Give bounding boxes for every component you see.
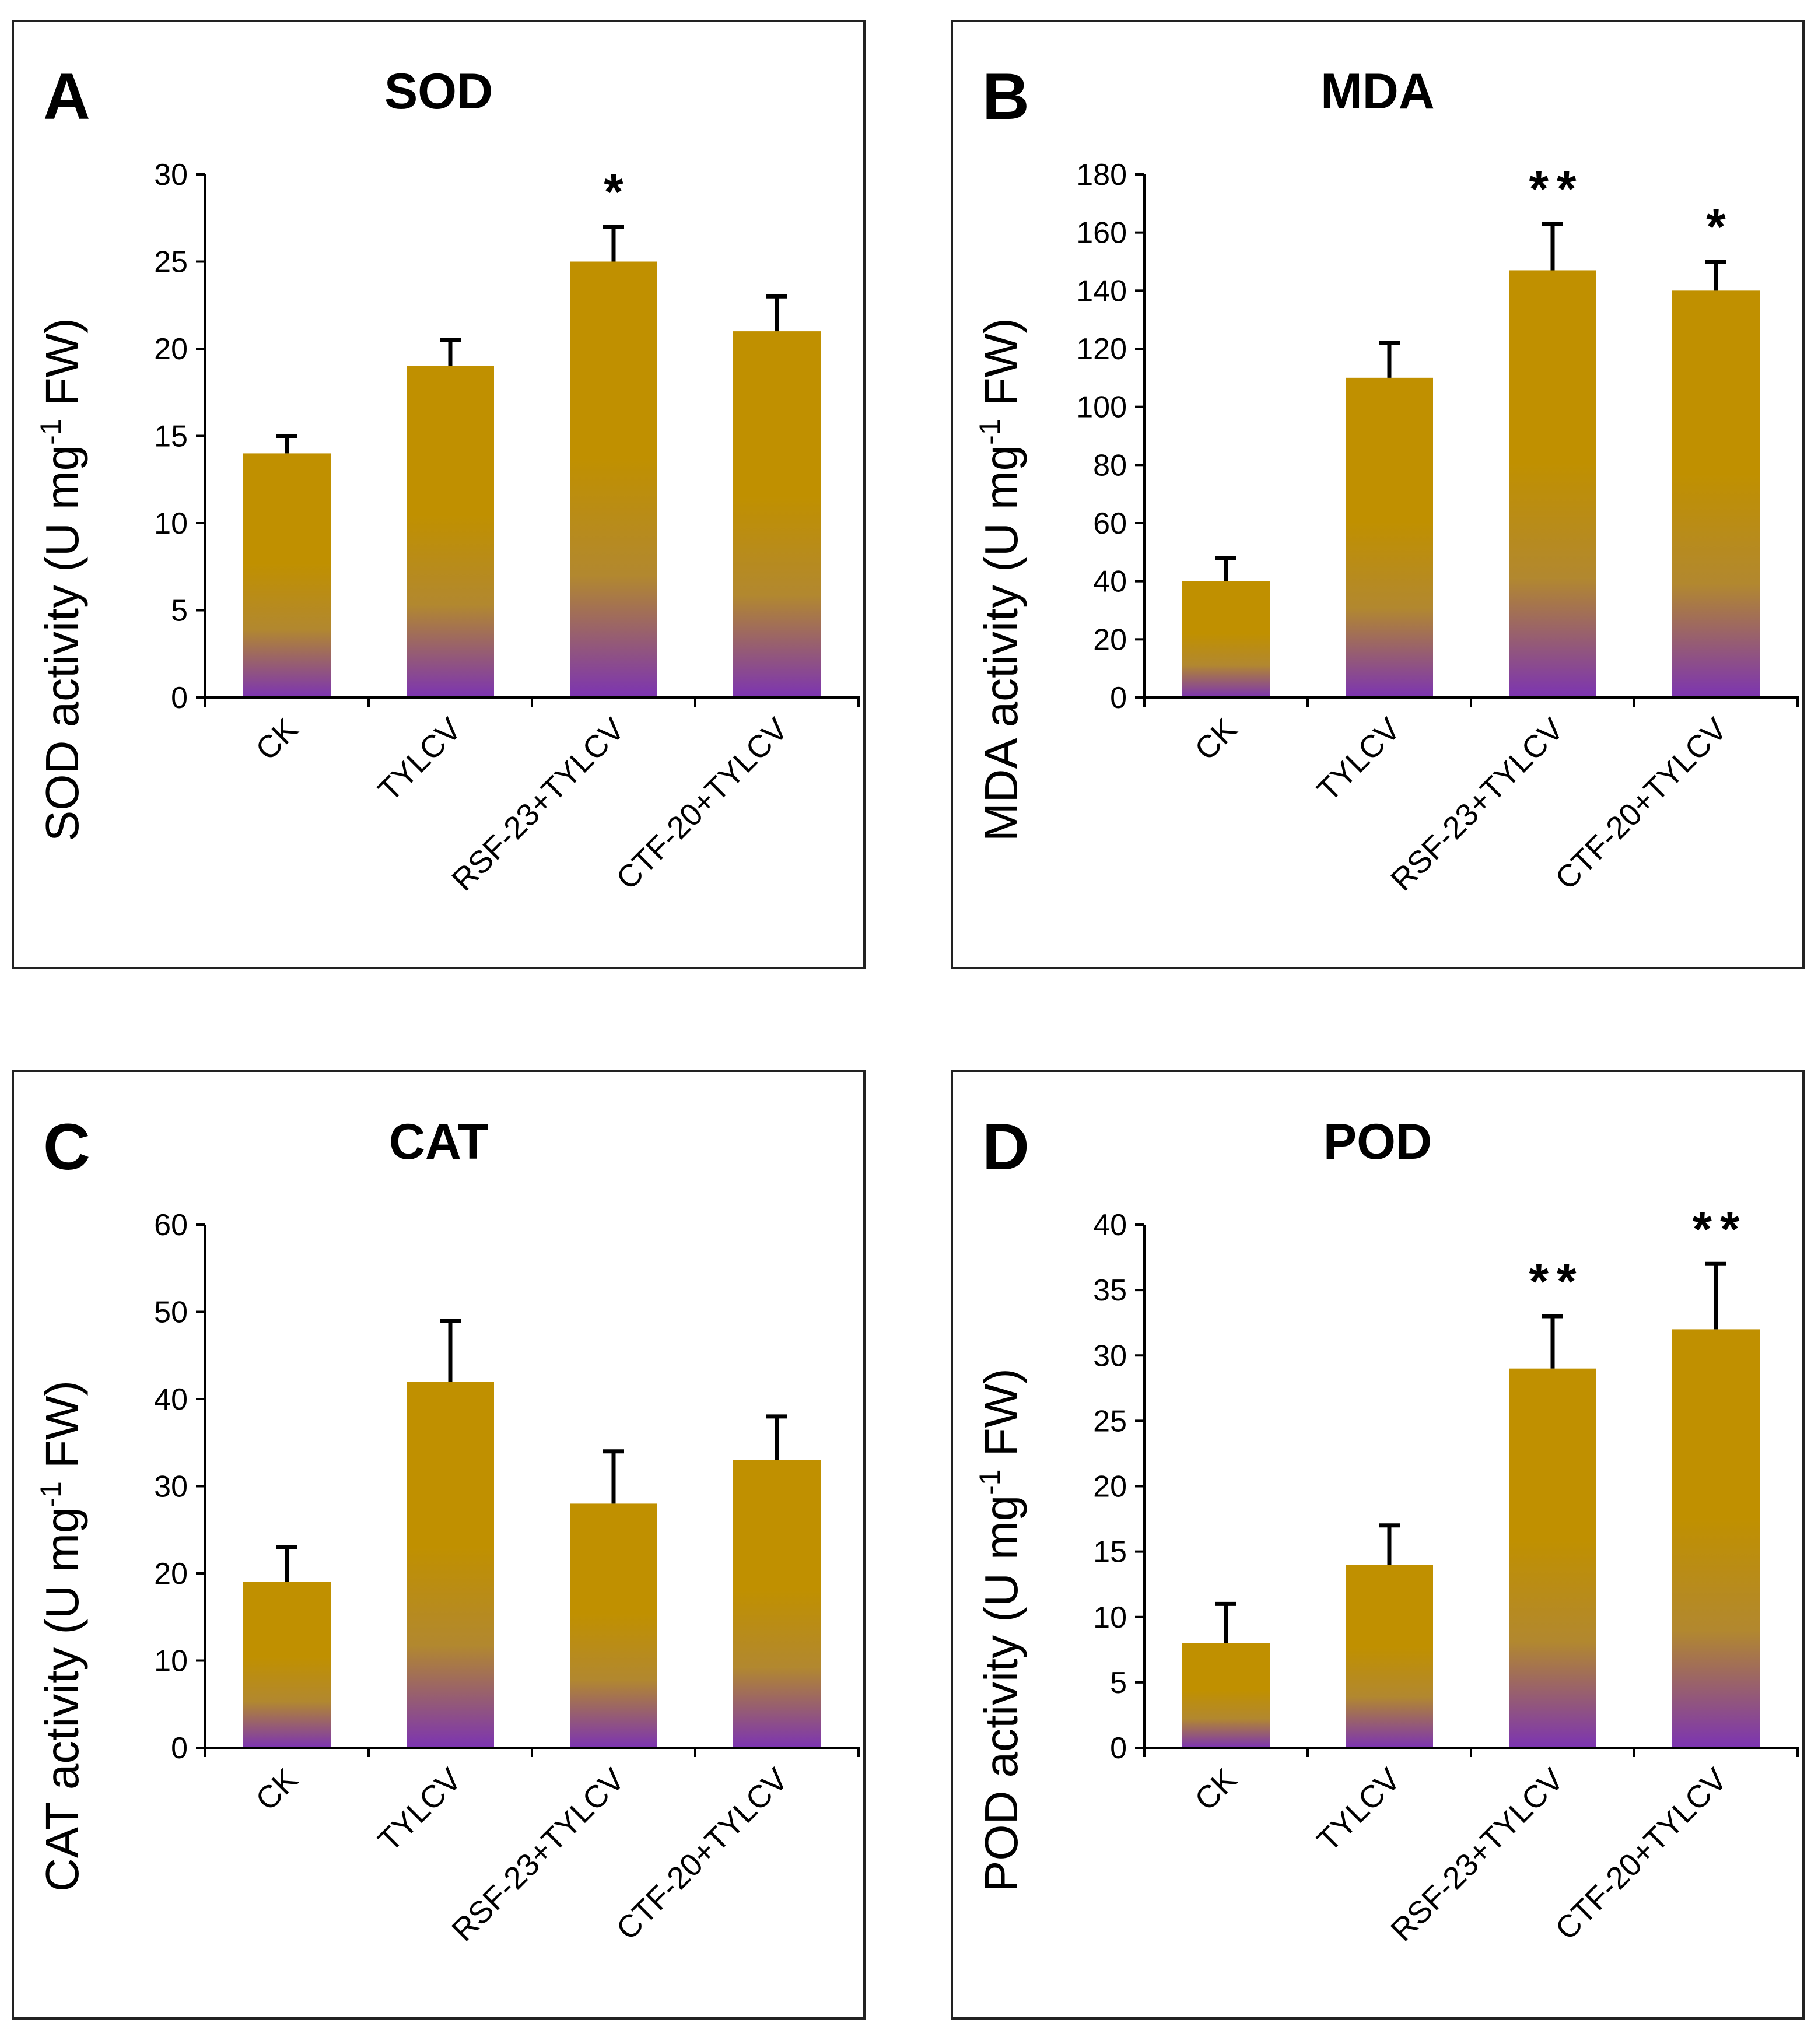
bar-tylcv [1346, 377, 1433, 697]
error-bar [440, 1318, 461, 1382]
y-tick-label: 0 [1110, 1731, 1127, 1765]
y-tick-label: 100 [1076, 391, 1127, 425]
y-tick-label: 20 [154, 1557, 188, 1591]
y-tick-label: 140 [1076, 274, 1127, 308]
error-bar [276, 434, 297, 454]
bar-tylcv [407, 366, 494, 697]
bar-ck [243, 1582, 331, 1748]
y-axis-label: CAT activity (U mg-1 FW) [34, 1380, 88, 1892]
bar-ctf-20-tylcv [1672, 290, 1760, 697]
panel-letter: C [43, 1110, 90, 1183]
y-tick-label: 120 [1076, 332, 1127, 366]
error-bar [766, 1414, 787, 1460]
chart-title: CAT [389, 1114, 488, 1170]
y-tick-label: 40 [1093, 565, 1127, 599]
y-tick-label: 15 [154, 420, 188, 454]
bar-ctf-20-tylcv [733, 1460, 821, 1748]
error-bar [276, 1545, 297, 1582]
chart-title: POD [1323, 1114, 1432, 1170]
bar-rsf-23-tylcv [570, 261, 657, 697]
y-tick-label: 25 [154, 246, 188, 279]
y-tick-label: 30 [154, 1470, 188, 1504]
error-bar [1542, 1314, 1563, 1369]
y-tick-label: 10 [154, 507, 188, 541]
bar-ck [1182, 1643, 1270, 1748]
y-tick-label: 0 [1110, 681, 1127, 715]
y-tick-label: 30 [154, 158, 188, 192]
y-tick-label: 40 [1093, 1208, 1127, 1242]
panel-border [951, 1070, 1805, 2020]
y-tick-label: 5 [1110, 1666, 1127, 1700]
panel-letter: D [982, 1110, 1029, 1183]
error-bar [1705, 1261, 1726, 1330]
y-tick-label: 10 [1093, 1601, 1127, 1635]
error-bar [1215, 556, 1236, 581]
y-axis-label: POD activity (U mg-1 FW) [973, 1368, 1027, 1892]
y-axis-label: MDA activity (U mg-1 FW) [973, 318, 1027, 842]
error-bar [440, 338, 461, 366]
error-bar [603, 225, 624, 262]
bar-ck [243, 453, 331, 697]
y-tick-label: 20 [1093, 623, 1127, 657]
y-tick-label: 15 [1093, 1535, 1127, 1569]
y-tick-label: 60 [154, 1208, 188, 1242]
y-tick-label: 160 [1076, 216, 1127, 250]
significance-marker: ** [1529, 162, 1585, 218]
significance-marker: ** [1529, 1254, 1585, 1310]
y-tick-label: 20 [1093, 1470, 1127, 1504]
bar-rsf-23-tylcv [1509, 1368, 1596, 1748]
significance-marker: * [604, 164, 631, 220]
significance-marker: ** [1693, 1201, 1748, 1257]
chart-title: SOD [384, 64, 493, 120]
panel-letter: B [982, 60, 1029, 133]
y-tick-label: 60 [1093, 507, 1127, 541]
y-tick-label: 35 [1093, 1274, 1127, 1307]
significance-marker: * [1706, 199, 1733, 255]
chart-title: MDA [1320, 64, 1435, 120]
y-tick-label: 180 [1076, 158, 1127, 192]
y-tick-label: 10 [154, 1645, 188, 1678]
bar-tylcv [1346, 1565, 1433, 1748]
y-axis-label: SOD activity (U mg-1 FW) [34, 318, 88, 842]
error-bar [1542, 222, 1563, 271]
y-tick-label: 20 [154, 332, 188, 366]
y-tick-label: 25 [1093, 1404, 1127, 1438]
y-tick-label: 0 [171, 1731, 188, 1765]
error-bar [1379, 341, 1400, 378]
y-tick-label: 30 [1093, 1339, 1127, 1373]
error-bar [603, 1449, 624, 1504]
y-tick-label: 80 [1093, 448, 1127, 482]
panel-letter: A [43, 60, 90, 133]
bar-tylcv [407, 1382, 494, 1748]
y-tick-label: 0 [171, 681, 188, 715]
bar-ck [1182, 581, 1270, 697]
y-tick-label: 40 [154, 1383, 188, 1417]
bar-rsf-23-tylcv [570, 1503, 657, 1748]
y-tick-label: 50 [154, 1296, 188, 1330]
error-bar [766, 294, 787, 332]
bar-ctf-20-tylcv [1672, 1329, 1760, 1748]
error-bar [1215, 1601, 1236, 1643]
error-bar [1379, 1523, 1400, 1565]
bar-ctf-20-tylcv [733, 331, 821, 697]
error-bar [1705, 260, 1726, 291]
y-tick-label: 5 [171, 594, 188, 628]
bar-rsf-23-tylcv [1509, 270, 1596, 697]
